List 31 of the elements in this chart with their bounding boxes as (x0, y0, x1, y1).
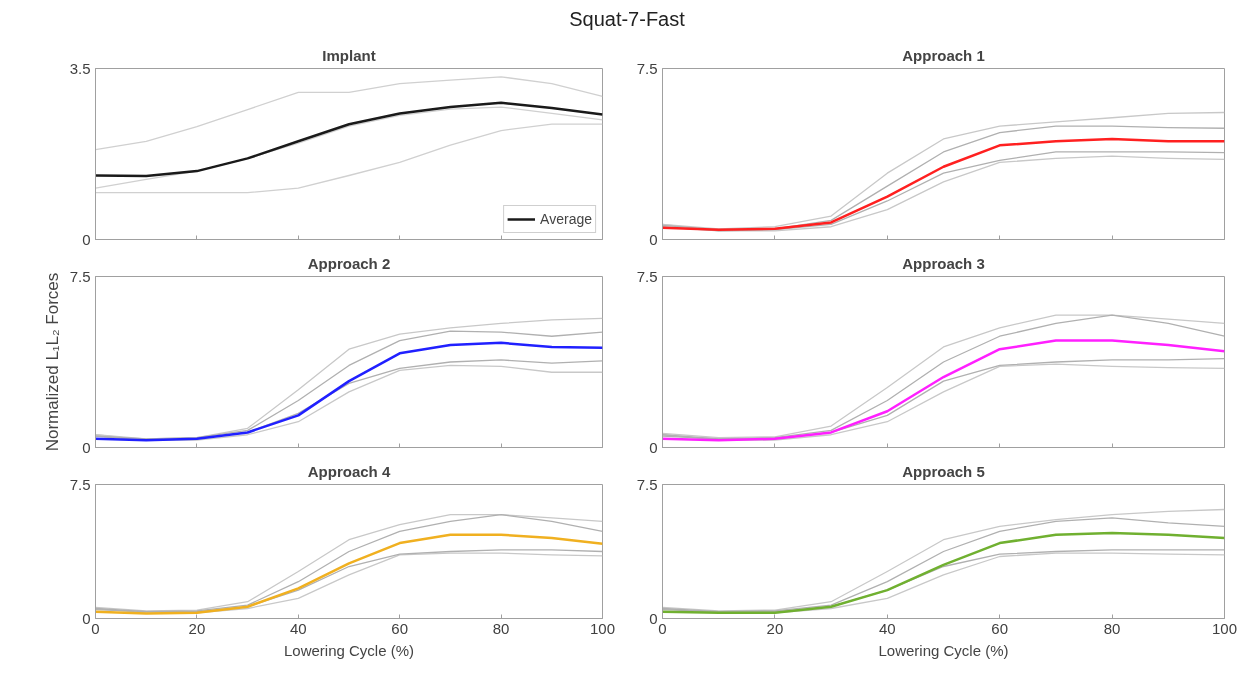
x-tick-label: 80 (492, 619, 510, 637)
x-axis-title: Lowering Cycle (%) (283, 641, 415, 659)
x-tick-label: 40 (289, 619, 307, 637)
x-tick-label: 80 (1103, 619, 1121, 637)
x-tick-label: 60 (391, 619, 409, 637)
y-tick-label: 7.5 (69, 267, 91, 285)
y-tick-label: 0 (649, 230, 658, 248)
y-tick-label: 7.5 (636, 267, 658, 285)
y-axis-title: Normalized L₁L₂ Forces (42, 272, 62, 451)
x-tick-label: 20 (766, 619, 784, 637)
chart-title: Approach 1 (902, 46, 985, 64)
chart-title: Approach 3 (902, 254, 985, 272)
chart-title: Approach 5 (902, 462, 985, 480)
y-tick-label: 0 (649, 438, 658, 456)
chart-title: Implant (322, 46, 376, 64)
y-tick-label: 3.5 (69, 59, 91, 77)
x-tick-label: 100 (589, 619, 616, 637)
x-tick-label: 100 (1211, 619, 1238, 637)
y-tick-label: 0 (82, 230, 91, 248)
chart-title: Approach 4 (307, 462, 391, 480)
x-tick-label: 60 (991, 619, 1009, 637)
y-tick-label: 7.5 (69, 475, 91, 493)
x-axis-title: Lowering Cycle (%) (878, 641, 1009, 659)
chart-title: Approach 2 (307, 254, 391, 272)
legend-label: Average (540, 210, 592, 227)
x-tick-label: 40 (878, 619, 896, 637)
text: Squat-7-Fast (569, 7, 685, 32)
x-tick-label: 20 (188, 619, 206, 637)
y-tick-label: 7.5 (636, 475, 658, 493)
y-tick-label: 0 (82, 438, 91, 456)
y-tick-label: 7.5 (636, 59, 658, 77)
